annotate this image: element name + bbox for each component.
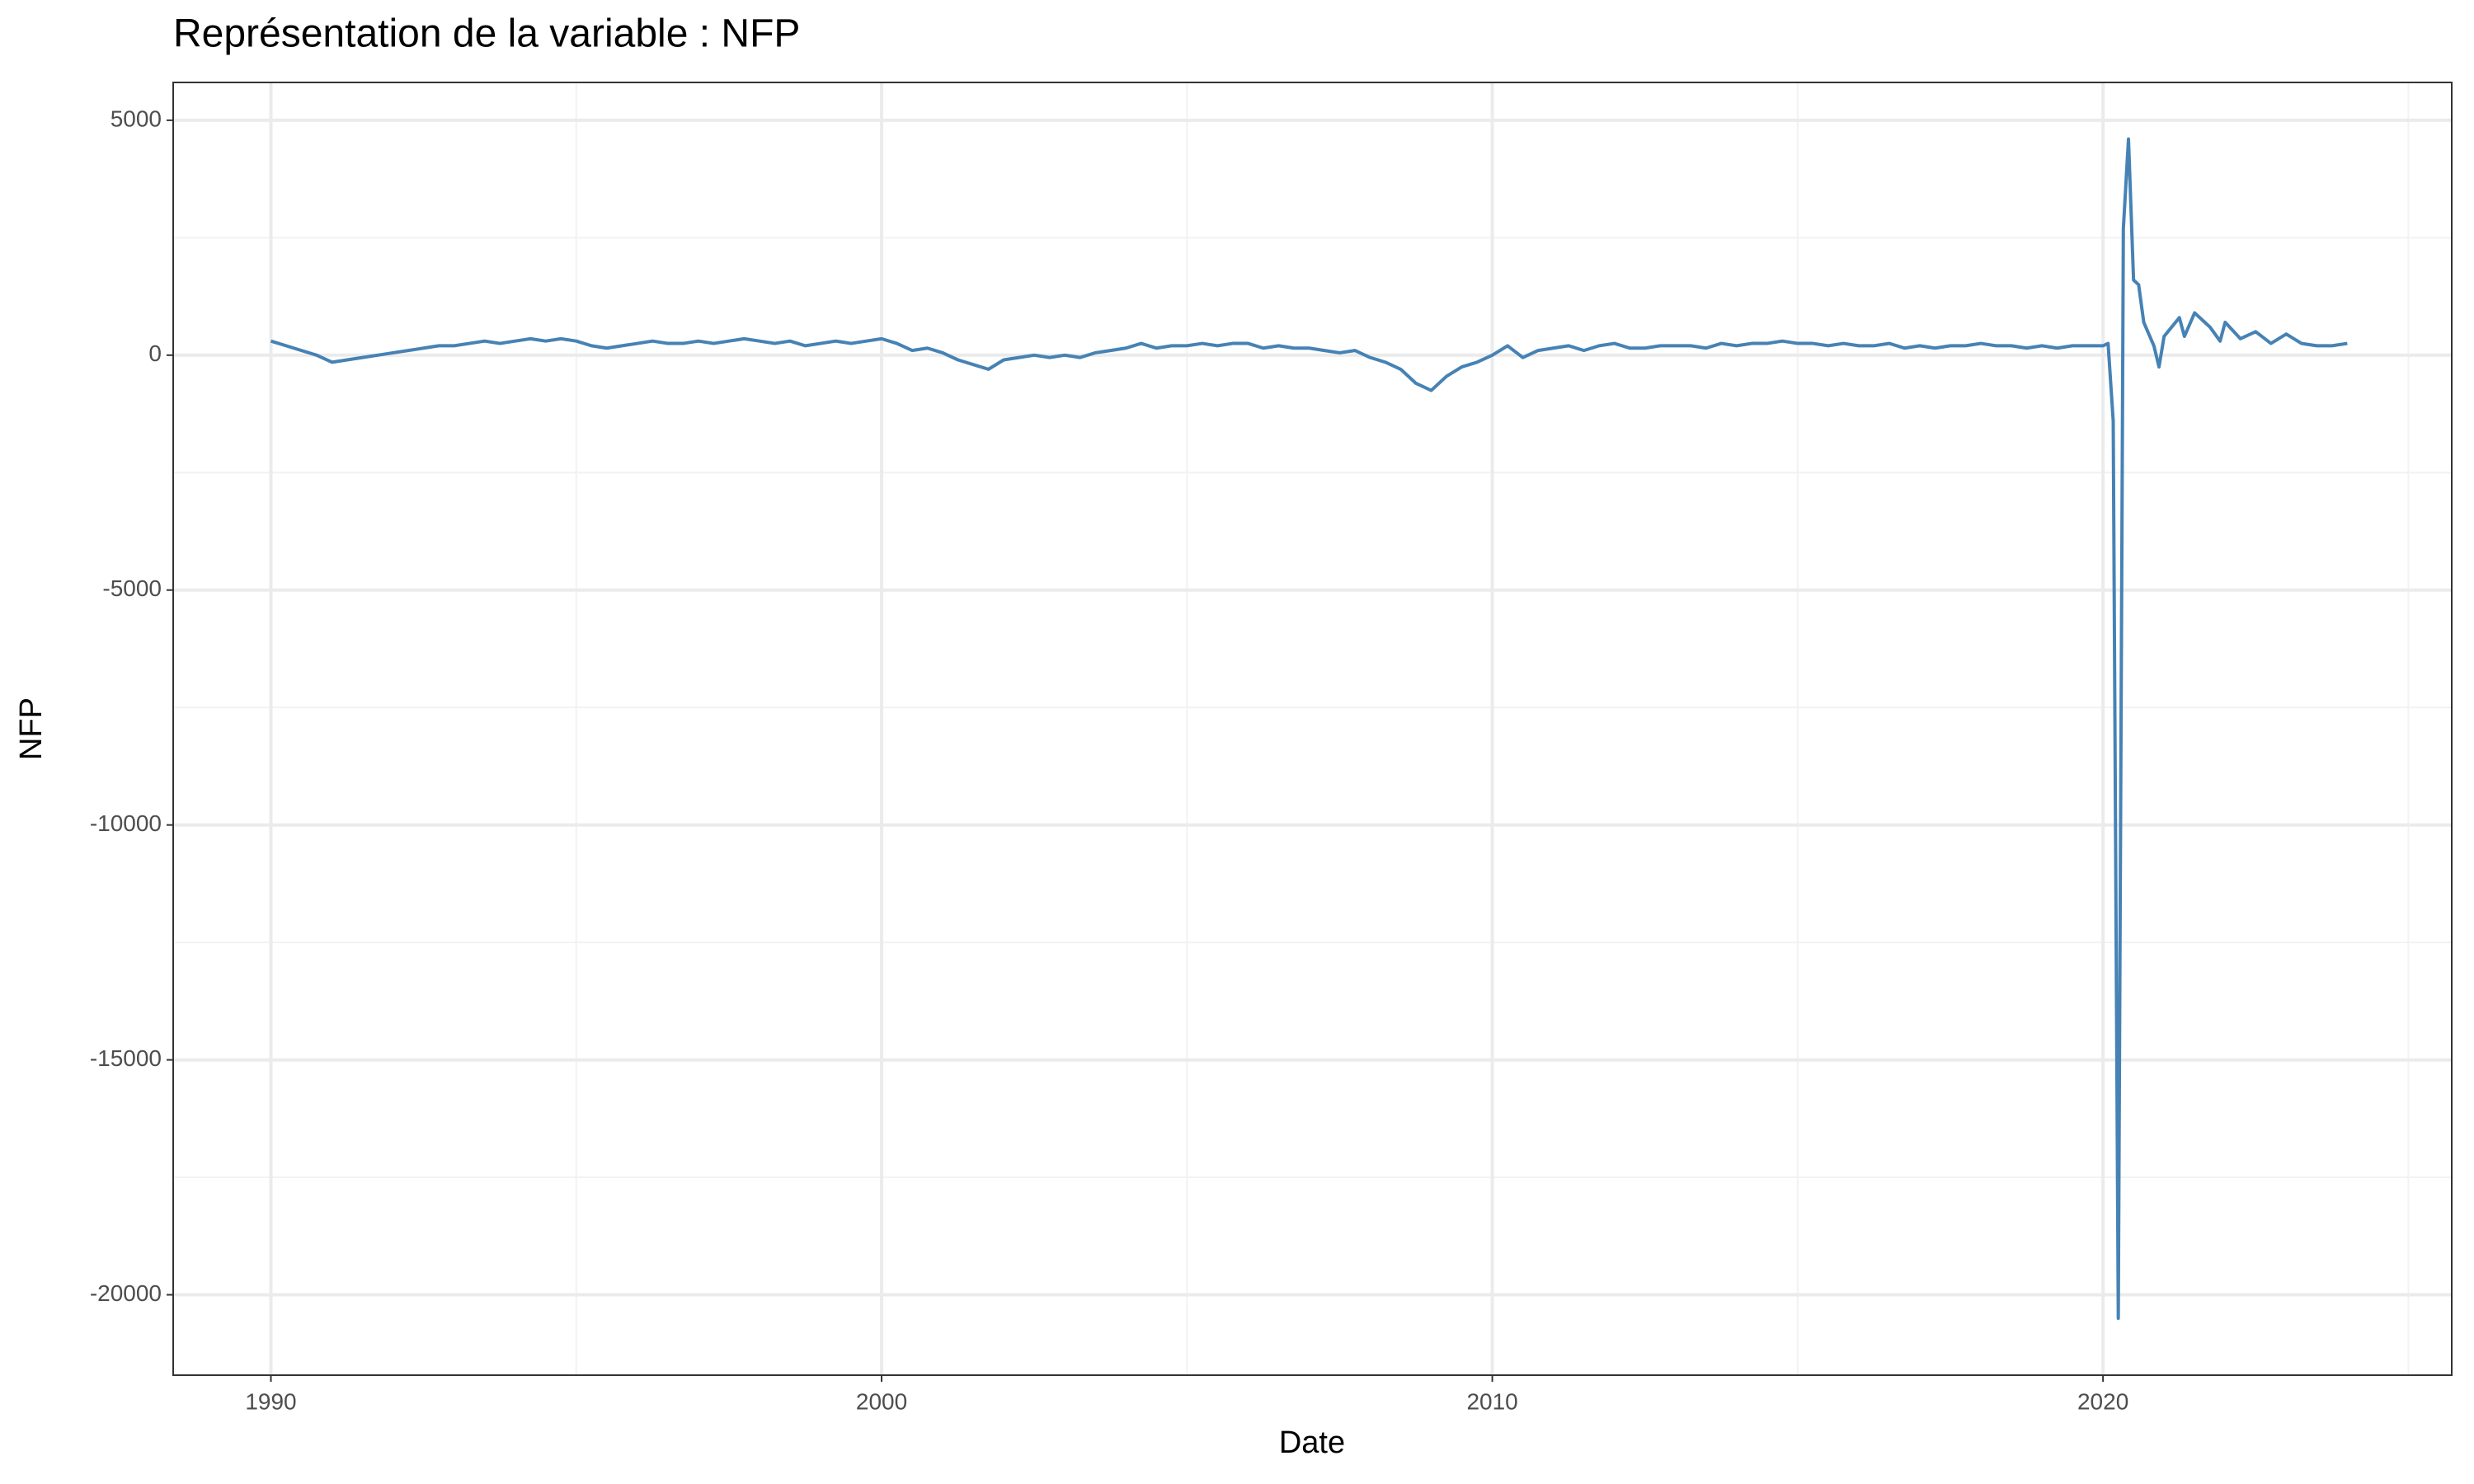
x-tick-label: 2000 <box>856 1388 907 1414</box>
y-tick-label: -10000 <box>90 810 162 836</box>
x-axis-title: Date <box>1279 1425 1345 1460</box>
chart-title: Représentation de la variable : NFP <box>173 12 800 56</box>
x-tick-label: 2010 <box>1466 1388 1517 1414</box>
panel-border <box>172 82 2453 1376</box>
y-tick-label: 0 <box>148 340 162 366</box>
y-tick-label: 5000 <box>111 106 162 131</box>
y-tick-label: -20000 <box>90 1280 162 1306</box>
x-tick-label: 1990 <box>245 1388 296 1414</box>
y-tick-label: -5000 <box>102 575 162 601</box>
y-axis-title: NFP <box>14 697 49 760</box>
y-tick-label: -15000 <box>90 1045 162 1071</box>
data-line <box>270 137 2348 1320</box>
x-tick-label: 2020 <box>2077 1388 2128 1414</box>
